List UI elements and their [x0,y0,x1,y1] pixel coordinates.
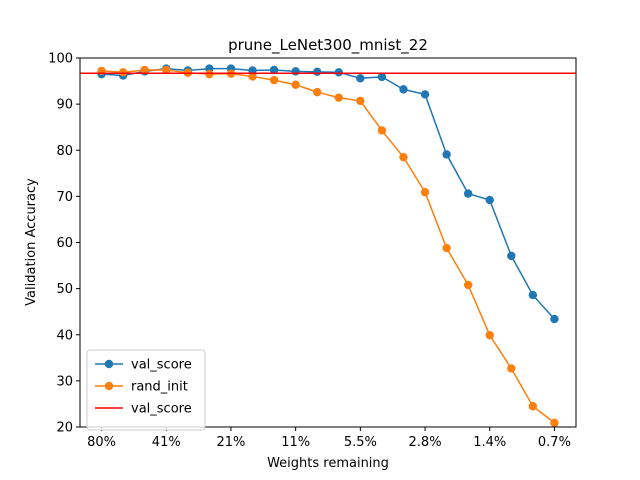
data-point-val_score-11 [334,68,343,77]
data-point-val_score-12 [356,74,365,83]
data-point-val_score-13 [377,72,387,82]
x-tick-label: 0.7% [538,435,571,450]
legend-label: val_score [131,402,192,417]
y-axis-label: Validation Accuracy [24,178,39,306]
y-axis-ticks: 20 30 40 50 60 70 80 90 100 [48,52,80,436]
x-tick-label: 5.5% [344,435,377,450]
y-tick-label: 30 [56,374,73,389]
data-point-rand_init-2 [140,65,149,75]
data-point-rand_init-7 [248,72,257,81]
y-tick-label: 100 [48,52,73,67]
data-point-val_score-14 [399,85,408,94]
legend-label: rand_init [131,380,188,395]
x-axis-ticks: 80% 41% 21% 11% 5.5% 2.8% 1.4% 0.7% [87,427,571,450]
y-tick-label: 50 [56,282,73,297]
x-tick-label: 1.4% [473,435,506,450]
y-tick-label: 90 [56,98,73,113]
y-tick-label: 70 [56,190,73,205]
plot-series-group [80,64,576,427]
data-point-val_score-21 [550,314,559,324]
data-point-rand_init-1 [118,68,128,77]
data-point-rand_init-13 [377,126,387,135]
legend-swatch-marker [104,381,114,391]
plot-area [79,57,577,428]
data-point-rand_init-20 [528,402,538,411]
data-point-rand_init-11 [334,93,343,102]
x-tick-label: 2.8% [409,435,442,450]
data-point-val_score-18 [485,195,494,205]
y-tick-label: 60 [56,236,73,251]
data-point-val_score-10 [313,67,322,77]
data-point-rand_init-5 [205,69,214,79]
data-point-rand_init-15 [420,188,430,197]
data-point-rand_init-3 [162,65,171,75]
data-point-val_score-19 [507,251,516,261]
y-tick-label: 20 [56,421,73,436]
series-line-val_score [101,67,555,320]
data-point-val_score-17 [463,189,473,198]
data-point-val_score-16 [442,150,451,159]
data-point-rand_init-19 [507,364,516,373]
data-point-rand_init-16 [442,243,451,253]
legend-label: val_score [131,358,192,373]
data-point-rand_init-21 [550,418,559,427]
y-tick-label: 40 [56,328,73,343]
data-point-val_score-8 [269,65,279,75]
x-axis-label: Weights remaining [267,456,389,471]
data-point-rand_init-9 [291,80,300,89]
data-point-rand_init-14 [399,152,408,162]
x-tick-label: 41% [152,435,181,450]
legend-entry-val_score: val_score [95,358,192,373]
legend-box [86,349,206,431]
data-point-val_score-9 [291,67,300,76]
data-point-rand_init-17 [463,280,473,290]
data-point-rand_init-18 [485,331,494,340]
y-tick-label: 80 [56,144,73,159]
data-point-val_score-20 [528,290,538,300]
data-point-rand_init-12 [356,96,365,106]
legend-entry-rand_init: rand_init [95,380,188,395]
data-point-val_score-15 [420,90,430,99]
data-point-rand_init-8 [269,75,279,85]
x-tick-label: 11% [281,435,310,450]
legend: val_score rand_init val_score [86,349,206,431]
series-line-rand_init [101,69,555,424]
legend-swatch-marker [104,359,114,369]
data-point-rand_init-10 [313,87,322,97]
x-tick-label: 80% [87,435,116,450]
x-tick-label: 21% [217,435,246,450]
legend-entry-val_score: val_score [95,402,192,417]
chart-title: prune_LeNet300_mnist_22 [228,36,428,55]
